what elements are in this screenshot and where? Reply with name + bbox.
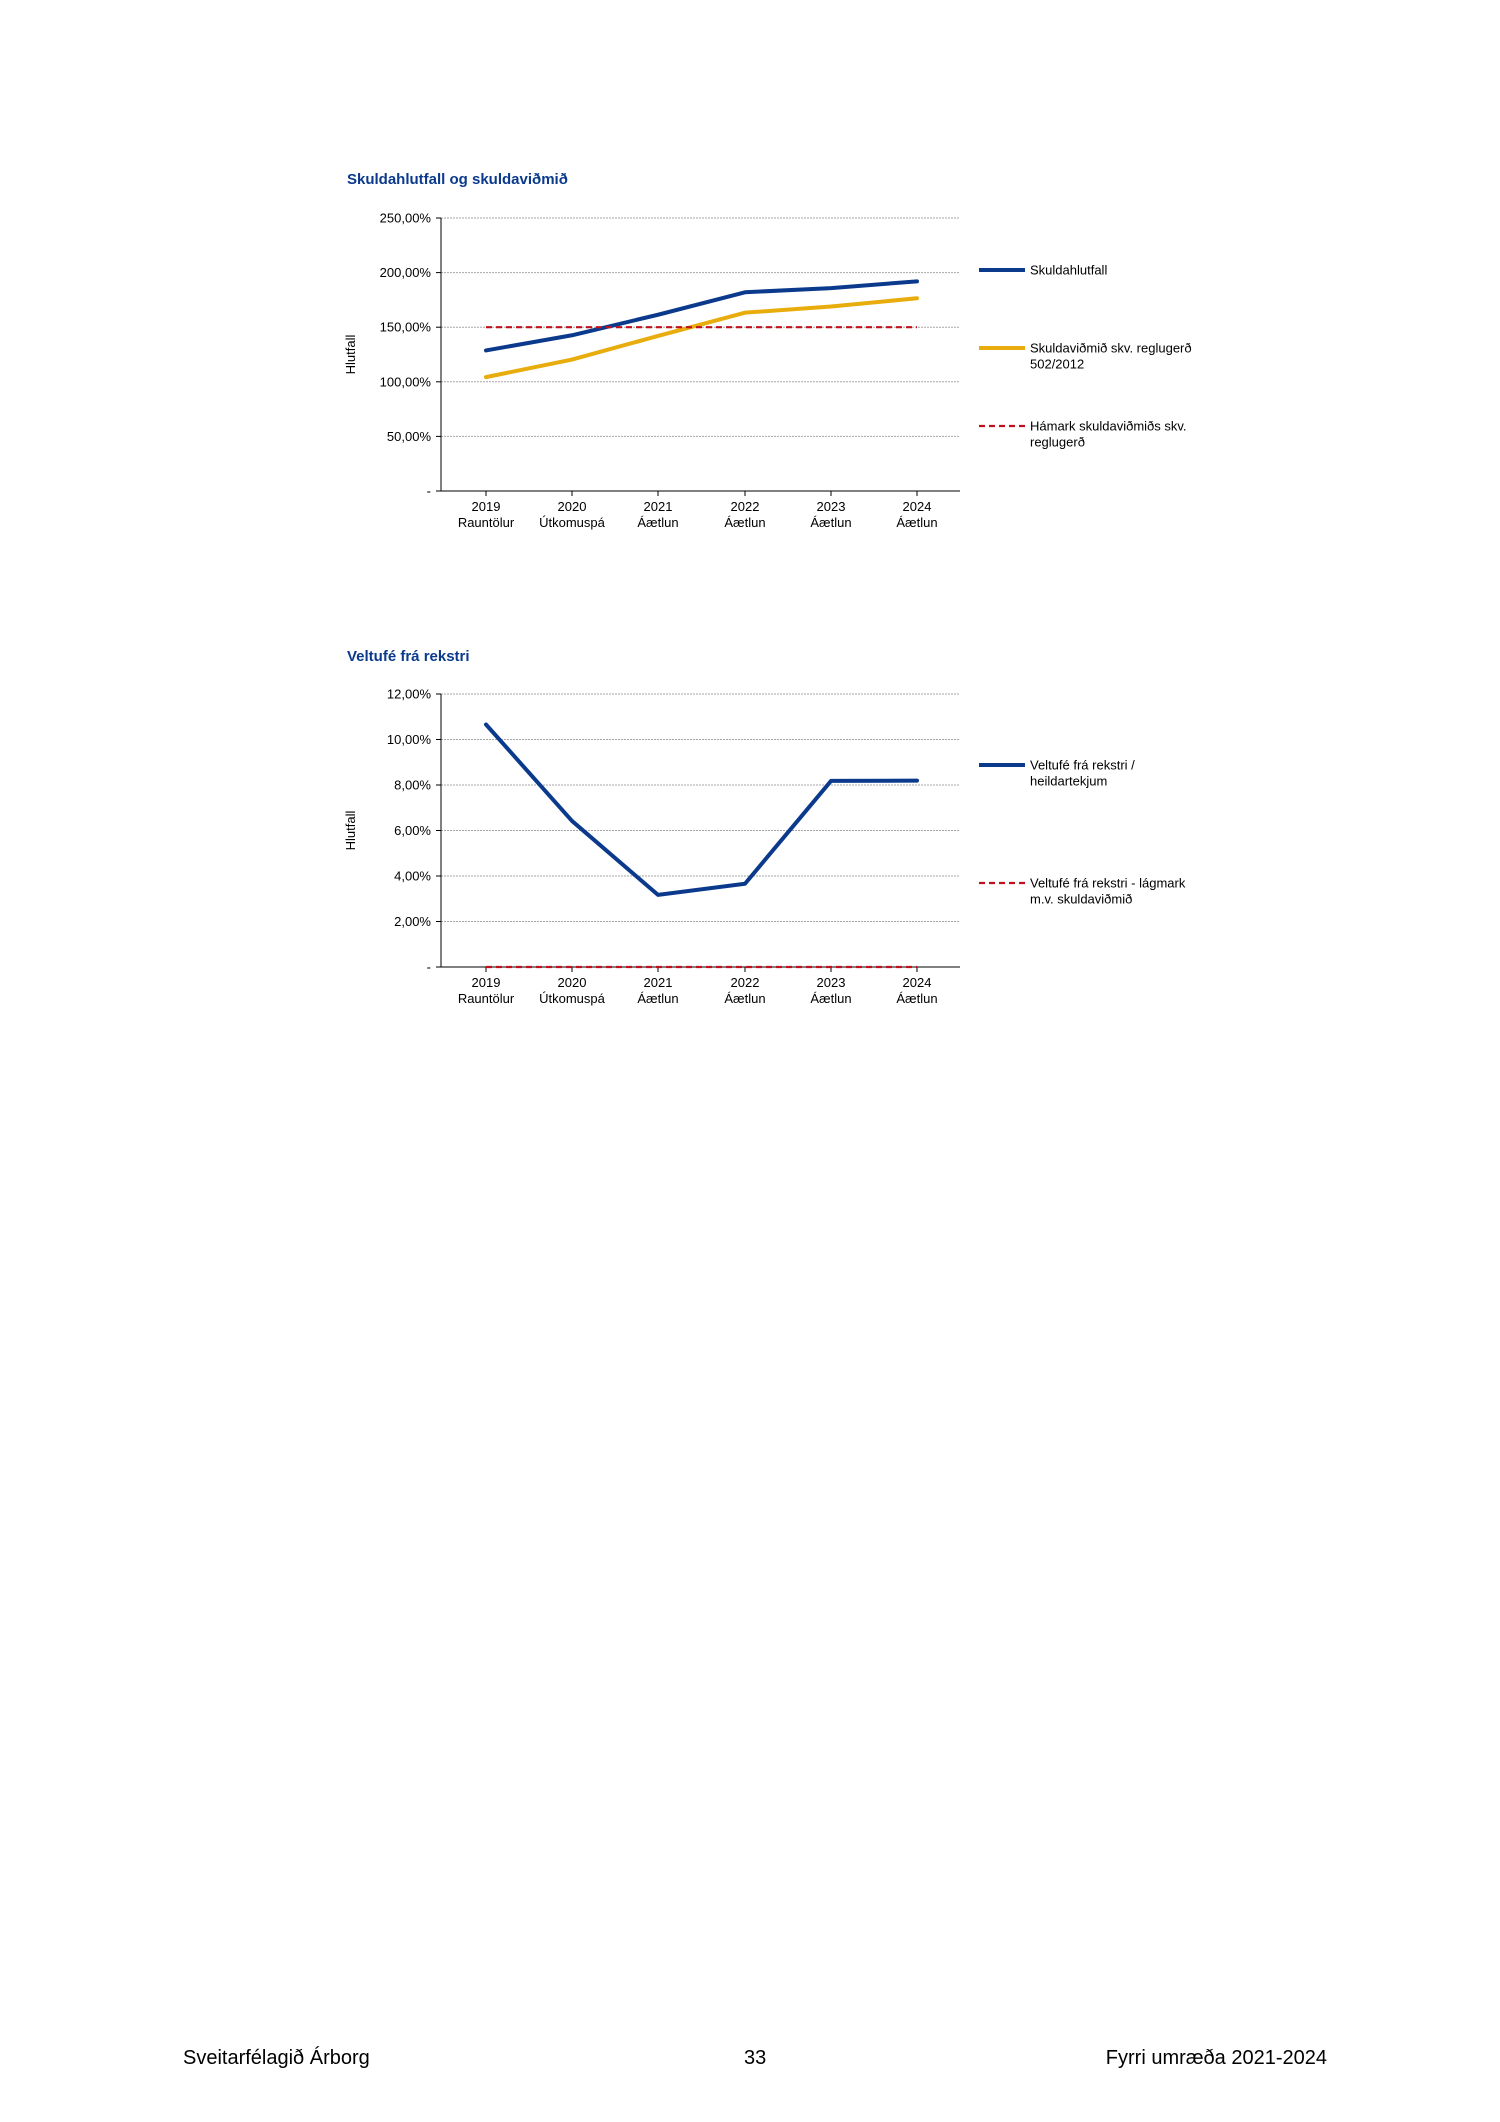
x-tick-label-type: Útkomuspá	[539, 515, 606, 530]
chart-title: Veltufé frá rekstri	[347, 648, 470, 665]
x-tick-label-year: 2020	[558, 499, 587, 514]
x-tick-label-year: 2019	[472, 499, 501, 514]
y-tick-label: 150,00%	[380, 320, 432, 335]
x-tick-label-year: 2024	[903, 975, 932, 990]
legend-label: Hámark skuldaviðmiðs skv.	[1030, 419, 1187, 434]
legend-label: Skuldahlutfall	[1030, 263, 1107, 278]
y-tick-label: 4,00%	[394, 869, 431, 884]
chart-1: Skuldahlutfall og skuldaviðmið - 50,00% 100…	[343, 171, 1192, 530]
chart-2: Veltufé frá rekstri - 2,00% 4,00% 6,00% 8,00%…	[343, 648, 1186, 1006]
footer-organization: Sveitarfélagið Árborg	[183, 2047, 370, 2069]
x-tick-label-year: 2020	[558, 975, 587, 990]
legend-label: m.v. skuldaviðmið	[1030, 892, 1132, 907]
chart-title: Skuldahlutfall og skuldaviðmið	[347, 171, 568, 188]
x-tick-label-year: 2022	[731, 499, 760, 514]
x-tick-label-year: 2021	[644, 975, 673, 990]
legend-label: Veltufé frá rekstri /	[1030, 758, 1135, 773]
legend-label: reglugerð	[1030, 435, 1085, 450]
footer-document-title: Fyrri umræða 2021-2024	[1105, 2047, 1327, 2069]
y-axis-label: Hlutfall	[343, 811, 358, 851]
y-tick-label: 10,00%	[387, 732, 432, 747]
x-tick-label-year: 2024	[903, 499, 932, 514]
y-tick-label: 6,00%	[394, 823, 431, 838]
y-tick-label: 2,00%	[394, 914, 431, 929]
x-tick-label-type: Rauntölur	[458, 515, 515, 530]
y-tick-label: 250,00%	[380, 211, 432, 226]
legend-label: 502/2012	[1030, 357, 1084, 372]
x-tick-label-year: 2023	[817, 499, 846, 514]
legend-label: heildartekjum	[1030, 774, 1107, 789]
series-line-2	[484, 296, 919, 380]
x-tick-label-type: Áætlun	[724, 991, 765, 1006]
x-tick-label-year: 2021	[644, 499, 673, 514]
x-tick-label-type: Áætlun	[637, 515, 678, 530]
x-tick-label-year: 2019	[472, 975, 501, 990]
y-axis-label: Hlutfall	[343, 335, 358, 375]
x-tick-label-year: 2022	[731, 975, 760, 990]
x-tick-label-type: Áætlun	[810, 991, 851, 1006]
y-tick-label: -	[427, 484, 431, 499]
x-tick-label-type: Áætlun	[896, 991, 937, 1006]
x-tick-label-type: Áætlun	[724, 515, 765, 530]
y-tick-label: 200,00%	[380, 265, 432, 280]
x-tick-label-type: Áætlun	[637, 991, 678, 1006]
y-tick-label: -	[427, 960, 431, 975]
y-tick-label: 50,00%	[387, 429, 432, 444]
x-tick-label-type: Útkomuspá	[539, 991, 606, 1006]
y-tick-label: 100,00%	[380, 374, 432, 389]
x-tick-label-type: Áætlun	[896, 515, 937, 530]
x-tick-label-type: Áætlun	[810, 515, 851, 530]
legend-label: Veltufé frá rekstri - lágmark	[1030, 876, 1186, 891]
y-tick-label: 8,00%	[394, 778, 431, 793]
x-tick-label-type: Rauntölur	[458, 991, 515, 1006]
y-tick-label: 12,00%	[387, 687, 432, 702]
footer-page-number: 33	[744, 2047, 767, 2069]
legend-label: Skuldaviðmið skv. reglugerð	[1030, 341, 1192, 356]
series-line-1	[484, 722, 919, 897]
x-tick-label-year: 2023	[817, 975, 846, 990]
series-line-1	[484, 279, 919, 353]
